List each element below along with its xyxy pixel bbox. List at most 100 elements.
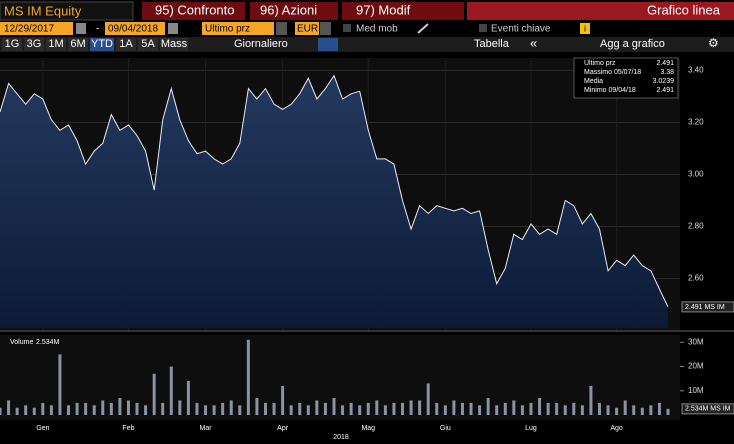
date-field[interactable] (0, 22, 73, 35)
volume-bar (67, 405, 71, 415)
volume-bar (597, 402, 601, 415)
frequency[interactable]: Giornaliero (234, 38, 288, 50)
table-button[interactable]: Tabella (474, 38, 510, 50)
volume-bar (341, 405, 345, 415)
x-axis-label: 2018 (333, 434, 349, 441)
volume-bar (24, 405, 28, 415)
volume-bar (49, 405, 53, 415)
legend-value: 3.38 (660, 69, 674, 76)
volume-bar (486, 398, 490, 415)
button[interactable] (142, 2, 245, 20)
date-field[interactable] (105, 22, 165, 35)
period-label: Mass (161, 38, 188, 50)
period-label: YTD (91, 38, 113, 50)
add-button[interactable]: Agg a grafico (600, 38, 665, 50)
dropdown-arrow[interactable] (320, 22, 331, 35)
period-label: 1M (48, 38, 63, 50)
volume-bar (169, 366, 173, 415)
volume-bar (580, 405, 584, 415)
checkbox[interactable] (479, 24, 487, 32)
calendar-icon[interactable] (168, 23, 178, 34)
period-button[interactable] (160, 38, 188, 51)
period-button[interactable] (116, 38, 136, 51)
title-bar (467, 2, 734, 20)
currency: EUR (297, 24, 318, 35)
volume-bar (126, 400, 130, 415)
checkbox[interactable] (343, 24, 351, 32)
calendar-icon[interactable] (76, 23, 86, 34)
period-button[interactable] (138, 38, 158, 51)
end-date: 09/04/2018 (108, 24, 158, 35)
field-select[interactable] (202, 22, 274, 35)
legend-label: Media (584, 78, 603, 85)
volume-bar (349, 402, 353, 415)
volume-bar (366, 402, 370, 415)
volume-bar (306, 405, 310, 415)
volume-legend-value: 2.534M (36, 339, 60, 346)
settings[interactable]: ⚙ (708, 36, 719, 50)
volume-bar (649, 405, 653, 415)
info-button[interactable] (580, 23, 590, 34)
button-label: 97) Modif (356, 2, 411, 17)
volume-bar (401, 402, 405, 415)
volume-bar (323, 402, 327, 415)
x-tick-label: Mar (200, 425, 213, 432)
title: Grafico linea (647, 2, 721, 17)
volume-bar (135, 402, 139, 415)
dropdown-arrow[interactable] (276, 22, 287, 35)
separator: - (96, 24, 99, 35)
last-value-box (681, 301, 734, 313)
collapse[interactable]: « (530, 35, 537, 50)
volume-bar (632, 405, 636, 415)
volume-bar (7, 400, 11, 415)
currency-select[interactable] (295, 22, 319, 35)
y-tick-label: 3.20 (688, 118, 704, 127)
legend-box (573, 57, 679, 99)
volume-bar (546, 402, 550, 415)
volume-bar (75, 402, 79, 415)
volume-bar (178, 400, 182, 415)
volume-bar (615, 407, 619, 415)
volume-bar (589, 385, 593, 415)
volume-bar (118, 398, 122, 415)
period-button[interactable] (24, 38, 44, 51)
y2-tick-label: 10M (688, 386, 704, 395)
x-tick-label: Giu (440, 425, 451, 432)
button[interactable] (342, 2, 464, 20)
volume-bar (460, 402, 464, 415)
button[interactable] (250, 2, 338, 20)
volume-bar (212, 405, 216, 415)
legend-label: Minimo 09/04/18 (584, 87, 636, 94)
volume-bar (452, 400, 456, 415)
period-label: 1A (119, 38, 133, 50)
volume-bar (435, 402, 439, 415)
moving-avg: Med mob (356, 24, 398, 35)
volume-bar (392, 402, 396, 415)
x-tick-label: Apr (277, 425, 289, 432)
volume-bar (572, 402, 576, 415)
period-button[interactable] (68, 38, 88, 51)
pencil-icon[interactable] (417, 23, 429, 34)
line-icon[interactable] (318, 38, 338, 51)
period-label: 3G (27, 38, 42, 50)
y-tick-label: 2.80 (688, 222, 704, 231)
volume-bar (32, 407, 36, 415)
volume-bar (538, 398, 542, 415)
volume-bar (186, 381, 190, 415)
x-tick-label: Mag (361, 425, 375, 432)
volume-bar (623, 400, 627, 415)
ticker-field[interactable] (0, 1, 134, 21)
volume-bar (221, 402, 225, 415)
volume-bar (666, 408, 670, 415)
period-label: 5A (141, 38, 155, 50)
legend-label: Ultimo prz (584, 60, 616, 67)
period-button[interactable] (2, 38, 22, 51)
period-button[interactable] (46, 38, 66, 51)
x-tick-label: Gen (36, 425, 49, 432)
volume-bar (640, 407, 644, 415)
volume-bar (109, 402, 113, 415)
period-button[interactable] (90, 38, 114, 51)
volume-bar (555, 402, 559, 415)
volume-bar (358, 405, 362, 415)
